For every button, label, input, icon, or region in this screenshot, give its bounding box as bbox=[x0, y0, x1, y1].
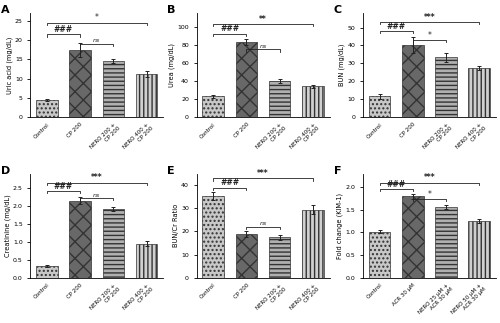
Text: D: D bbox=[1, 166, 11, 175]
Bar bbox=[236, 234, 257, 277]
Bar bbox=[402, 196, 423, 277]
Y-axis label: Creatinine (mg/dL): Creatinine (mg/dL) bbox=[4, 194, 10, 257]
Text: **: ** bbox=[259, 15, 267, 24]
Text: ###: ### bbox=[54, 25, 73, 34]
Text: ***: *** bbox=[91, 173, 102, 182]
Bar bbox=[302, 210, 324, 277]
Text: ns: ns bbox=[260, 221, 266, 226]
Text: ***: *** bbox=[424, 173, 435, 182]
Text: ###: ### bbox=[386, 22, 406, 31]
Bar bbox=[468, 68, 490, 117]
Bar bbox=[70, 201, 91, 277]
Y-axis label: BUN/Cr Ratio: BUN/Cr Ratio bbox=[173, 204, 179, 247]
Text: ###: ### bbox=[220, 25, 240, 34]
Bar bbox=[368, 96, 390, 117]
Bar bbox=[468, 221, 490, 277]
Text: E: E bbox=[168, 166, 175, 175]
Text: ###: ### bbox=[386, 180, 406, 189]
Bar bbox=[136, 74, 158, 117]
Text: ns: ns bbox=[93, 193, 100, 198]
Bar bbox=[269, 237, 290, 277]
Bar bbox=[402, 46, 423, 117]
Text: A: A bbox=[1, 5, 10, 15]
Bar bbox=[36, 266, 58, 277]
Bar bbox=[70, 50, 91, 117]
Text: ***: *** bbox=[257, 169, 269, 178]
Text: ###: ### bbox=[54, 182, 73, 191]
Bar bbox=[202, 196, 224, 277]
Text: *: * bbox=[95, 13, 98, 22]
Y-axis label: BUN (mg/dL): BUN (mg/dL) bbox=[339, 44, 345, 86]
Text: B: B bbox=[168, 5, 175, 15]
Y-axis label: Uric acid (mg/dL): Uric acid (mg/dL) bbox=[6, 36, 12, 94]
Bar bbox=[269, 81, 290, 117]
Bar bbox=[435, 207, 457, 277]
Text: ns: ns bbox=[260, 44, 266, 49]
Bar bbox=[202, 96, 224, 117]
Text: F: F bbox=[334, 166, 341, 175]
Text: *: * bbox=[428, 31, 432, 39]
Bar bbox=[102, 61, 124, 117]
Bar bbox=[435, 57, 457, 117]
Bar bbox=[36, 100, 58, 117]
Bar bbox=[136, 244, 158, 277]
Text: ns: ns bbox=[93, 38, 100, 43]
Y-axis label: Urea (mg/dL): Urea (mg/dL) bbox=[168, 43, 175, 87]
Text: ***: *** bbox=[424, 13, 435, 22]
Bar bbox=[302, 86, 324, 117]
Y-axis label: Fold change (KIM-1): Fold change (KIM-1) bbox=[337, 193, 344, 259]
Text: C: C bbox=[334, 5, 342, 15]
Bar bbox=[102, 209, 124, 277]
Bar bbox=[236, 42, 257, 117]
Text: *: * bbox=[428, 190, 432, 199]
Bar bbox=[368, 232, 390, 277]
Text: ###: ### bbox=[220, 178, 240, 187]
